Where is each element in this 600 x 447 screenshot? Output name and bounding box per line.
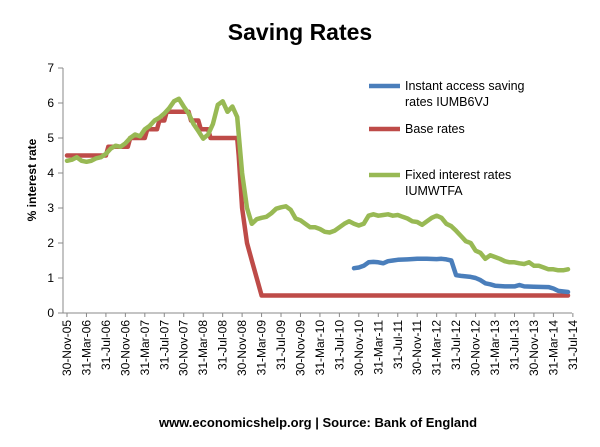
x-tick-label: 31-Jul-10 bbox=[332, 320, 346, 370]
legend-label: rates IUMB6VJ bbox=[405, 95, 489, 109]
x-tick-label: 30-Nov-09 bbox=[293, 320, 307, 376]
x-tick-label: 30-Nov-10 bbox=[352, 320, 366, 376]
x-tick-label: 31-Jul-13 bbox=[507, 320, 521, 370]
x-tick-label: 31-Jul-08 bbox=[216, 320, 230, 370]
legend-label: IUMWTFA bbox=[405, 184, 463, 198]
x-tick-label: 31-Mar-12 bbox=[430, 320, 444, 376]
x-tick-label: 31-Mar-07 bbox=[138, 320, 152, 376]
x-tick-label: 31-Jul-06 bbox=[99, 320, 113, 370]
chart-title: Saving Rates bbox=[228, 19, 372, 45]
x-tick-label: 30-Nov-08 bbox=[235, 320, 249, 376]
x-tick-label: 31-Mar-09 bbox=[255, 320, 269, 376]
y-tick-label: 2 bbox=[47, 236, 54, 250]
y-tick-label: 4 bbox=[47, 166, 54, 180]
x-tick-label: 30-Nov-05 bbox=[60, 320, 74, 376]
x-tick-label: 30-Nov-07 bbox=[177, 320, 191, 376]
x-tick-label: 31-Mar-10 bbox=[313, 320, 327, 376]
x-tick-label: 31-Jul-14 bbox=[566, 320, 580, 370]
source-caption: www.economicshelp.org | Source: Bank of … bbox=[158, 415, 477, 430]
x-tick-label: 31-Mar-06 bbox=[79, 320, 93, 376]
x-tick-label: 31-Mar-08 bbox=[196, 320, 210, 376]
y-tick-label: 3 bbox=[47, 201, 54, 215]
x-tick-label: 30-Nov-11 bbox=[410, 320, 424, 375]
y-tick-label: 7 bbox=[47, 61, 54, 75]
x-tick-label: 31-Jul-11 bbox=[391, 320, 405, 369]
x-tick-label: 30-Nov-12 bbox=[469, 320, 483, 376]
axes: 0 1 2 3 4 5 6 7 30-Nov-05 31-Mar-06 31-Jul-06 30-No… bbox=[47, 61, 580, 376]
x-tick-label: 31-Jul-12 bbox=[449, 320, 463, 370]
x-tick-label: 31-Mar-11 bbox=[371, 320, 385, 375]
legend-label: Fixed interest rates bbox=[405, 168, 511, 182]
legend-label: Base rates bbox=[405, 122, 465, 136]
x-tick-label: 31-Jul-09 bbox=[274, 320, 288, 370]
series-line-1 bbox=[67, 112, 568, 296]
legend: Instant access saving rates IUMB6VJ Base r… bbox=[369, 79, 525, 198]
x-tick-label: 31-Mar-13 bbox=[488, 320, 502, 376]
y-axis-label: % interest rate bbox=[25, 138, 39, 221]
x-tick-label: 30-Nov-06 bbox=[118, 320, 132, 376]
x-tick-label: 30-Nov-13 bbox=[527, 320, 541, 376]
y-tick-label: 0 bbox=[47, 306, 54, 320]
x-tick-label: 31-Mar-14 bbox=[546, 320, 560, 376]
y-tick-label: 6 bbox=[47, 96, 54, 110]
legend-label: Instant access saving bbox=[405, 79, 525, 93]
saving-rates-chart: Saving Rates % interest rate 0 1 2 3 4 5 6 7 30-… bbox=[0, 0, 600, 447]
series-line-2 bbox=[67, 99, 568, 270]
x-tick-label: 31-Jul-07 bbox=[157, 320, 171, 370]
series-lines bbox=[67, 99, 568, 296]
y-tick-label: 1 bbox=[47, 271, 54, 285]
y-tick-label: 5 bbox=[47, 131, 54, 145]
